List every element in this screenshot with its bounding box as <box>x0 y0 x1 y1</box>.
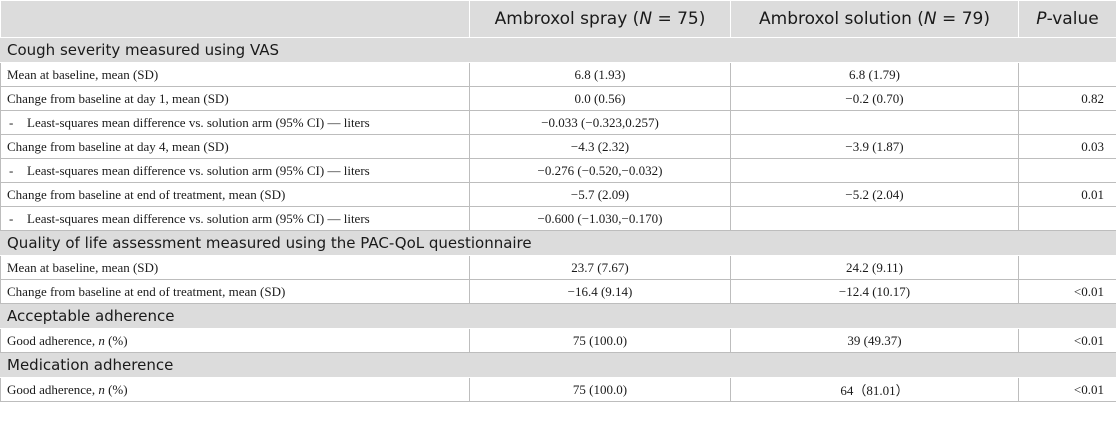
row-label: - Least-squares mean difference vs. solut… <box>1 207 470 231</box>
p-value: <0.01 <box>1019 280 1116 304</box>
row-dash: - <box>9 163 27 179</box>
solution-value: 6.8 (1.79) <box>731 63 1019 87</box>
section-row-acceptable: Acceptable adherence <box>1 304 1116 329</box>
p-value: <0.01 <box>1019 329 1116 353</box>
spray-value: −0.276 (−0.520,−0.032) <box>470 159 731 183</box>
spray-value: −5.7 (2.09) <box>470 183 731 207</box>
row-label: Change from baseline at end of treatment… <box>1 183 470 207</box>
section-title: Acceptable adherence <box>1 304 1116 329</box>
header-spray: Ambroxol spray (N = 75) <box>470 1 731 38</box>
header-spray-count: = 75) <box>652 9 705 29</box>
table-row: Change from baseline at end of treatment… <box>1 183 1116 207</box>
solution-value: 39 (49.37) <box>731 329 1019 353</box>
header-pvalue-suffix: -value <box>1047 9 1099 29</box>
p-value <box>1019 256 1116 280</box>
header-spray-label: Ambroxol spray ( <box>495 9 640 29</box>
spray-value: 0.0 (0.56) <box>470 87 731 111</box>
p-value: 0.82 <box>1019 87 1116 111</box>
header-pvalue: P-value <box>1019 1 1116 38</box>
section-row-qol: Quality of life assessment measured usin… <box>1 231 1116 256</box>
table-row: Good adherence, n (%) 75 (100.0) 39 (49.… <box>1 329 1116 353</box>
section-row-vas: Cough severity measured using VAS <box>1 38 1116 63</box>
section-title: Cough severity measured using VAS <box>1 38 1116 63</box>
p-value <box>1019 159 1116 183</box>
header-solution-label: Ambroxol solution ( <box>759 9 924 29</box>
row-label-text: Least-squares mean difference vs. soluti… <box>27 211 370 226</box>
p-value: <0.01 <box>1019 378 1116 402</box>
p-value <box>1019 111 1116 135</box>
spray-value: −0.033 (−0.323,0.257) <box>470 111 731 135</box>
row-dash: - <box>9 211 27 227</box>
row-label: - Least-squares mean difference vs. solut… <box>1 111 470 135</box>
row-label: Mean at baseline, mean (SD) <box>1 63 470 87</box>
row-label: - Least-squares mean difference vs. solut… <box>1 159 470 183</box>
row-label: Good adherence, n (%) <box>1 378 470 402</box>
spray-value: −0.600 (−1.030,−0.170) <box>470 207 731 231</box>
solution-value <box>731 159 1019 183</box>
solution-value: −12.4 (10.17) <box>731 280 1019 304</box>
solution-value: 64（81.01） <box>731 378 1019 402</box>
header-solution: Ambroxol solution (N = 79) <box>731 1 1019 38</box>
row-label: Change from baseline at day 1, mean (SD) <box>1 87 470 111</box>
table-row: Change from baseline at end of treatment… <box>1 280 1116 304</box>
section-row-medication: Medication adherence <box>1 353 1116 378</box>
header-pvalue-p: P <box>1036 9 1046 29</box>
table-row: Good adherence, n (%) 75 (100.0) 64（81.0… <box>1 378 1116 402</box>
table-row: Mean at baseline, mean (SD) 23.7 (7.67) … <box>1 256 1116 280</box>
section-title: Quality of life assessment measured usin… <box>1 231 1116 256</box>
spray-value: 75 (100.0) <box>470 329 731 353</box>
row-label-text: Least-squares mean difference vs. soluti… <box>27 115 370 130</box>
table-row: - Least-squares mean difference vs. solut… <box>1 207 1116 231</box>
row-dash: - <box>9 115 27 131</box>
spray-value: 6.8 (1.93) <box>470 63 731 87</box>
spray-value: −16.4 (9.14) <box>470 280 731 304</box>
header-empty-cell <box>1 1 470 38</box>
solution-value: 24.2 (9.11) <box>731 256 1019 280</box>
solution-value: −3.9 (1.87) <box>731 135 1019 159</box>
header-solution-count: = 79) <box>937 9 990 29</box>
row-label: Change from baseline at end of treatment… <box>1 280 470 304</box>
solution-value: −0.2 (0.70) <box>731 87 1019 111</box>
row-label: Mean at baseline, mean (SD) <box>1 256 470 280</box>
solution-value <box>731 111 1019 135</box>
spray-value: 23.7 (7.67) <box>470 256 731 280</box>
p-value: 0.03 <box>1019 135 1116 159</box>
table-row: - Least-squares mean difference vs. solut… <box>1 159 1116 183</box>
spray-value: 75 (100.0) <box>470 378 731 402</box>
table-row: Change from baseline at day 1, mean (SD)… <box>1 87 1116 111</box>
header-row: Ambroxol spray (N = 75) Ambroxol solutio… <box>1 1 1116 38</box>
solution-value <box>731 207 1019 231</box>
header-spray-n: N <box>639 9 652 29</box>
row-label-suffix: (%) <box>105 333 128 348</box>
row-label-prefix: Good adherence, <box>7 333 98 348</box>
table-row: Change from baseline at day 4, mean (SD)… <box>1 135 1116 159</box>
table-row: - Least-squares mean difference vs. solut… <box>1 111 1116 135</box>
solution-value: −5.2 (2.04) <box>731 183 1019 207</box>
row-label-prefix: Good adherence, <box>7 382 98 397</box>
row-label-text: Least-squares mean difference vs. soluti… <box>27 163 370 178</box>
row-label: Good adherence, n (%) <box>1 329 470 353</box>
p-value: 0.01 <box>1019 183 1116 207</box>
spray-value: −4.3 (2.32) <box>470 135 731 159</box>
table-row: Mean at baseline, mean (SD) 6.8 (1.93) 6… <box>1 63 1116 87</box>
header-solution-n: N <box>924 9 937 29</box>
results-table: Ambroxol spray (N = 75) Ambroxol solutio… <box>0 0 1116 402</box>
p-value <box>1019 63 1116 87</box>
section-title: Medication adherence <box>1 353 1116 378</box>
row-label: Change from baseline at day 4, mean (SD) <box>1 135 470 159</box>
row-label-suffix: (%) <box>105 382 128 397</box>
p-value <box>1019 207 1116 231</box>
